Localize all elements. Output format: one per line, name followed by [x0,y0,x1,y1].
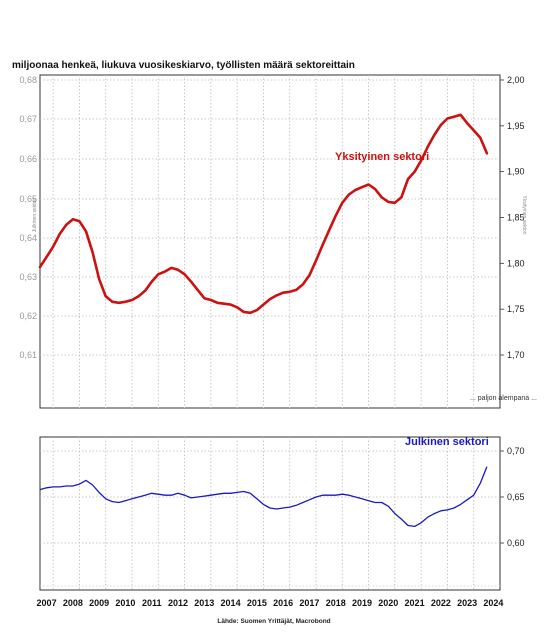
x-tick-label: 2012 [168,598,188,608]
series-label-julkinen: Julkinen sektori [405,436,489,448]
right-y-tick-label: 1,95 [507,121,525,131]
left-y-tick-label: 0,63 [19,272,37,282]
x-tick-label: 2014 [221,598,241,608]
left-y-tick-label: 0,64 [19,233,37,243]
series-label-yksityinen: Yksityinen sektori [335,151,429,163]
x-tick-label: 2009 [89,598,109,608]
x-tick-label: 2015 [247,598,267,608]
x-tick-label: 2017 [299,598,319,608]
left-y-tick-label: 0,67 [19,114,37,124]
left-axis-title: Julkinen sektori [32,198,38,232]
x-tick-label: 2013 [194,598,214,608]
x-tick-label: 2020 [378,598,398,608]
right-axis-title: Yksityinen sektori [521,196,527,235]
bottom-right-y-tick-label: 0,60 [507,538,525,548]
x-tick-label: 2007 [37,598,57,608]
x-tick-label: 2008 [63,598,83,608]
x-tick-label: 2016 [273,598,293,608]
right-y-tick-label: 1,90 [507,167,525,177]
left-y-tick-label: 0,61 [19,350,37,360]
bottom-right-y-tick-label: 0,70 [507,446,525,456]
series-line-julkinen [39,466,488,528]
top-panel-frame [39,74,501,409]
x-tick-label: 2021 [405,598,425,608]
right-y-tick-label: 2,00 [507,75,525,85]
left-y-tick-label: 0,66 [19,154,37,164]
x-tick-label: 2023 [457,598,477,608]
right-y-tick-label: 1,75 [507,304,525,314]
chart-source: Lähde: Suomen Yrittäjät, Macrobond [217,618,331,625]
bottom-panel-frame [39,436,501,591]
series-line-yksityinen [38,113,489,315]
left-y-tick-label: 0,62 [19,311,37,321]
x-tick-label: 2019 [352,598,372,608]
scale-break-note: ... paljon alempana ... [470,395,537,402]
left-y-tick-label: 0,65 [19,194,37,204]
x-tick-label: 2010 [115,598,135,608]
x-tick-label: 2018 [326,598,346,608]
x-tick-label: 2022 [431,598,451,608]
x-tick-label: 2024 [483,598,503,608]
right-y-tick-label: 1,85 [507,213,525,223]
right-y-tick-label: 1,80 [507,258,525,268]
chart-title: miljoonaa henkeä, liukuva vuosikeskiarvo… [12,60,355,71]
left-y-tick-label: 0,68 [19,75,37,85]
bottom-right-y-tick-label: 0,65 [507,492,525,502]
right-y-tick-label: 1,70 [507,350,525,360]
x-tick-label: 2011 [142,598,162,608]
